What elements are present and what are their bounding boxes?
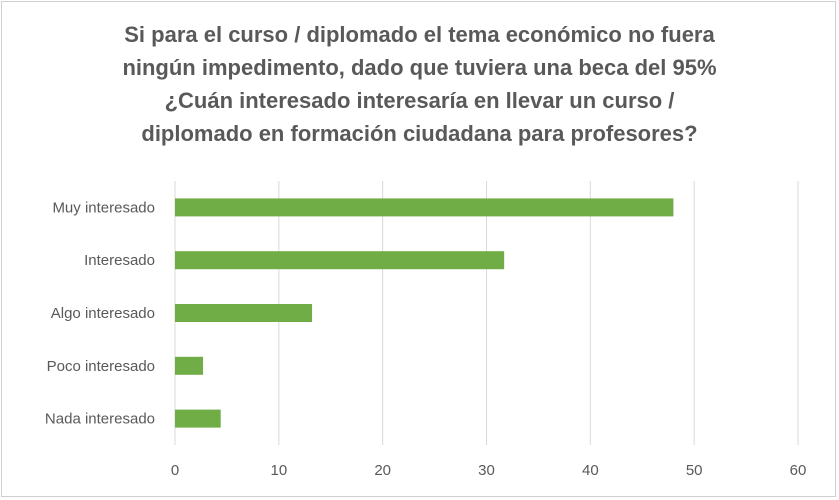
category-label: Interesado: [84, 252, 155, 269]
title-line-3: ¿Cuán interesado interesaría en llevar u…: [164, 88, 675, 113]
category-label: Nada interesado: [45, 411, 155, 428]
x-tick-label: 20: [374, 462, 391, 479]
category-label: Algo interesado: [51, 305, 155, 322]
category-label: Muy interesado: [52, 199, 155, 216]
category-label: Poco interesado: [47, 358, 155, 375]
bar-muy-interesado: [175, 198, 674, 217]
bar-interesado: [175, 251, 505, 270]
title-line-1: Si para el curso / diplomado el tema eco…: [124, 22, 715, 47]
x-tick-label: 60: [790, 462, 807, 479]
bar-poco-interesado: [175, 356, 204, 375]
title-line-2: ningún impedimento, dado que tuviera una…: [122, 55, 717, 80]
x-tick-label: 40: [582, 462, 599, 479]
x-tick-label: 30: [478, 462, 495, 479]
title-line-4: diplomado en formación ciudadana para pr…: [141, 121, 698, 146]
chart-title: Si para el curso / diplomado el tema eco…: [40, 18, 799, 150]
category-labels: Muy interesado Interesado Algo interesado P…: [45, 199, 155, 427]
bars: [175, 198, 674, 428]
bar-nada-interesado: [175, 409, 221, 428]
x-tick-label: 50: [686, 462, 703, 479]
bar-algo-interesado: [175, 304, 313, 322]
x-tick-labels: 0 10 20 30 40 50 60: [171, 462, 807, 479]
gridlines: [174, 181, 799, 445]
x-tick-label: 10: [270, 462, 287, 479]
x-tick-label: 0: [171, 462, 179, 479]
